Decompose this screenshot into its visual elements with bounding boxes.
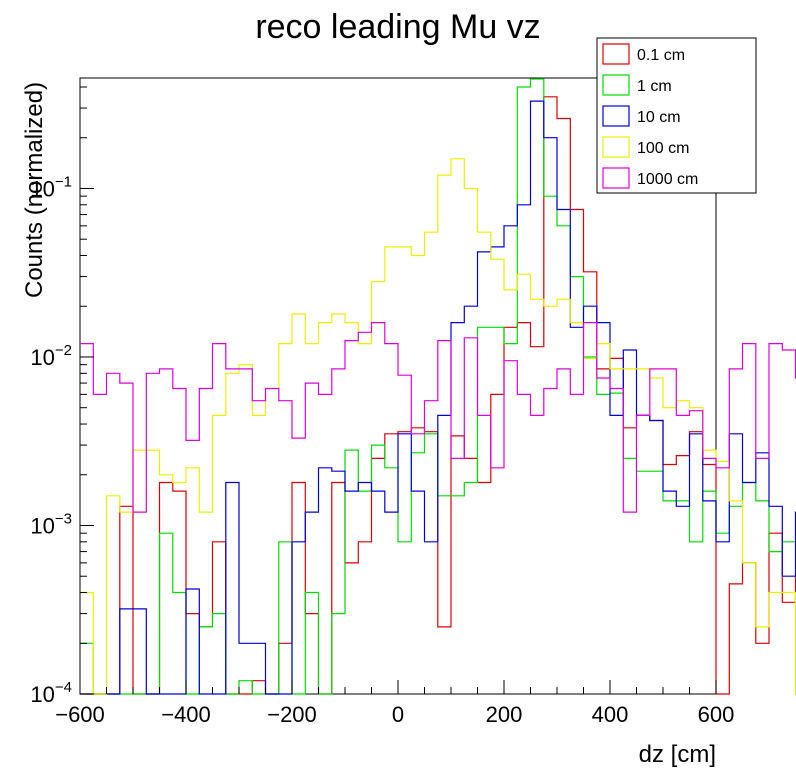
legend-entry-label: 0.1 cm bbox=[637, 47, 685, 64]
x-tick-label: 0 bbox=[392, 702, 404, 727]
series-layer bbox=[80, 78, 796, 695]
legend-swatch bbox=[602, 74, 630, 96]
legend-entry-label: 100 cm bbox=[637, 140, 689, 157]
x-tick-label: −400 bbox=[161, 702, 211, 727]
legend-swatch bbox=[602, 136, 630, 158]
series-line-4 bbox=[80, 322, 796, 513]
x-tick-label: −600 bbox=[55, 702, 105, 727]
series-line-3 bbox=[80, 158, 796, 695]
legend: 0.1 cm 1 cm 10 cm 100 cm 1000 cm bbox=[596, 37, 757, 194]
y-axis-label: Counts (normalized) bbox=[21, 82, 48, 298]
x-axis-label: dz [cm] bbox=[639, 741, 716, 768]
legend-swatch bbox=[602, 167, 630, 189]
x-tick-label: 200 bbox=[486, 702, 523, 727]
series-line-2 bbox=[80, 100, 796, 695]
legend-entry-label: 1 cm bbox=[637, 78, 672, 95]
y-tick-label: 10−3 bbox=[30, 510, 72, 538]
y-tick-label: 10−4 bbox=[30, 679, 72, 707]
axis-layer: −600 −400 −200 0 200 400 600 10−4 10−3 10−2 10−1 bbox=[30, 86, 735, 727]
legend-swatch bbox=[602, 105, 630, 127]
legend-swatch bbox=[602, 43, 630, 65]
x-tick-label: 600 bbox=[698, 702, 735, 727]
chart-title: reco leading Mu vz bbox=[255, 8, 540, 46]
x-tick-label: 400 bbox=[592, 702, 629, 727]
y-tick-label: 10−1 bbox=[30, 173, 72, 201]
series-line-1 bbox=[80, 78, 796, 695]
y-tick-label: 10−2 bbox=[30, 342, 72, 370]
legend-entry-label: 1000 cm bbox=[637, 171, 698, 188]
x-tick-label: −200 bbox=[267, 702, 317, 727]
legend-entry-label: 10 cm bbox=[637, 109, 681, 126]
